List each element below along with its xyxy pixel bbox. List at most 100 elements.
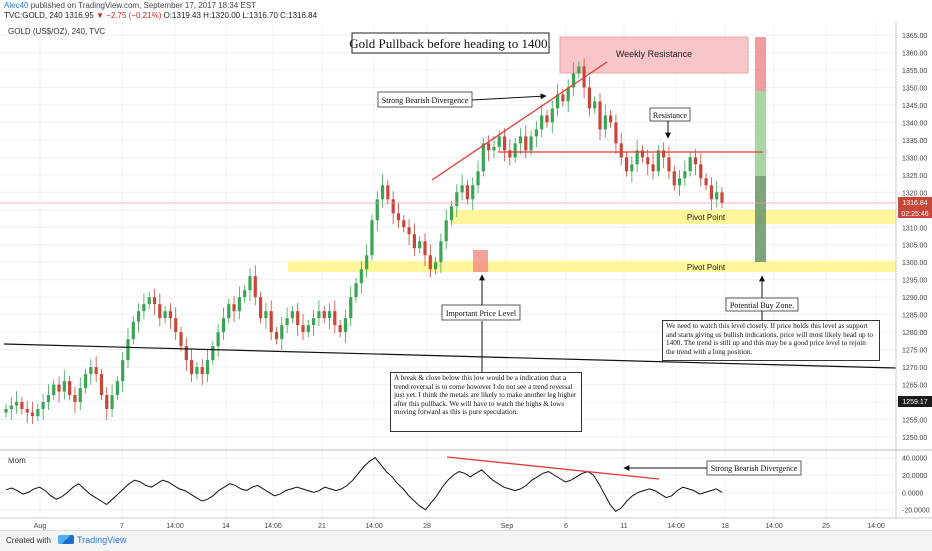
price-axis[interactable]: 1250.001255.001260.001265.001270.001275.… xyxy=(902,33,927,442)
price-chart[interactable]: Weekly Resistance Pivot Point Pivot Poin… xyxy=(0,22,932,530)
candle-body xyxy=(41,402,45,410)
candle-body xyxy=(423,241,427,256)
candle-body xyxy=(571,73,576,88)
candle-body xyxy=(285,318,289,326)
weekly-resistance-label: Weekly Resistance xyxy=(616,49,692,59)
candle-body xyxy=(693,157,698,165)
mom-legend: Mom xyxy=(8,456,26,465)
price-tick-label: 1365.00 xyxy=(902,33,927,40)
candle-body xyxy=(715,192,719,200)
candle-body xyxy=(640,150,645,158)
candle-body xyxy=(428,255,432,270)
candle-body xyxy=(163,311,167,319)
candle-body xyxy=(550,108,554,123)
candle-body xyxy=(322,311,326,319)
candle-body xyxy=(545,115,549,123)
tradingview-brand: TradingView xyxy=(77,535,127,545)
long-trend-line xyxy=(3,343,897,369)
candle-body xyxy=(78,388,82,403)
candle-body xyxy=(4,409,8,413)
candle-body xyxy=(502,136,507,151)
author-link[interactable]: Alec40 xyxy=(4,1,29,10)
candle-body xyxy=(327,311,332,319)
time-tick-label: 28 xyxy=(423,523,431,530)
candle-body xyxy=(46,395,51,403)
candle-body xyxy=(227,304,231,319)
price-tick-label: 1250.00 xyxy=(902,435,927,442)
published-text: published on TradingView.com, September … xyxy=(30,1,257,10)
price-tick-label: 1355.00 xyxy=(902,68,927,75)
candle-body xyxy=(73,395,77,403)
price-tick-label: 1340.00 xyxy=(902,120,927,127)
candle-body xyxy=(439,241,443,263)
candles xyxy=(4,58,724,425)
price-tick-label: 1345.00 xyxy=(902,103,927,110)
pivot-zone-lower xyxy=(288,261,896,272)
candle-body xyxy=(115,381,119,396)
candle-body xyxy=(126,339,130,361)
time-tick-label: 18 xyxy=(721,523,729,530)
candle-body xyxy=(179,332,183,347)
position-entry-zone xyxy=(755,176,766,262)
candle-body xyxy=(136,311,141,322)
candle-body xyxy=(534,129,538,137)
divergence-arrow xyxy=(471,93,547,101)
candle-body xyxy=(683,171,687,179)
price-divergence-line xyxy=(431,61,608,181)
candle-body xyxy=(83,374,88,389)
candle-body xyxy=(651,164,655,172)
time-tick-label: 11 xyxy=(620,523,627,530)
candle-body xyxy=(672,171,676,186)
candle-body xyxy=(68,381,72,396)
candle-body xyxy=(89,367,93,375)
low-price-text: 1259.17 xyxy=(902,399,927,406)
mom-tick-label: 40.0000 xyxy=(902,456,927,463)
candle-body xyxy=(656,150,660,172)
candle-body xyxy=(487,143,491,151)
candle-body xyxy=(200,367,204,375)
candle-body xyxy=(513,143,517,158)
candle-body xyxy=(577,66,581,74)
candle-body xyxy=(709,185,713,200)
candle-body xyxy=(142,304,146,312)
candle-body xyxy=(195,367,199,375)
important-level-label: Important Price Level xyxy=(446,309,517,318)
price-tick-label: 1255.00 xyxy=(902,418,927,425)
candle-body xyxy=(449,206,454,221)
candle-body xyxy=(216,332,220,347)
candle-body xyxy=(52,384,56,396)
countdown-tag xyxy=(898,208,932,218)
candle-body xyxy=(338,325,342,333)
candle-body xyxy=(365,255,369,270)
price-tick-label: 1275.00 xyxy=(902,348,927,355)
countdown-text: 02:25:46 xyxy=(901,211,928,218)
price-tick-label: 1305.00 xyxy=(902,243,927,250)
mom-tick-label: 0.0000 xyxy=(902,490,924,497)
time-tick-label: 7 xyxy=(120,523,124,530)
candle-body xyxy=(312,318,316,326)
candle-body xyxy=(359,269,363,284)
candle-body xyxy=(184,346,188,361)
price-tick-label: 1360.00 xyxy=(902,50,927,57)
divergence-label-box xyxy=(377,91,473,108)
candle-body xyxy=(354,283,358,298)
tradingview-logo[interactable]: TradingView xyxy=(58,535,127,545)
candle-body xyxy=(624,157,629,172)
candle-body xyxy=(94,367,98,375)
ohlc-text: O:1319.43 H:1320.00 L:1316.70 C:1316.84 xyxy=(163,11,318,20)
time-axis[interactable]: Aug 7 14:00 14 14:00 21 14:00 28 Sep 6 11 14:00 18 14… xyxy=(34,523,885,530)
price-tick-label: 1270.00 xyxy=(902,365,927,372)
last-price-text: 1316.84 xyxy=(902,200,927,207)
candle-body xyxy=(524,136,528,151)
candle-body xyxy=(248,276,252,291)
candle-body xyxy=(555,94,560,109)
main-legend: GOLD (US$/OZ), 240, TVC xyxy=(8,27,105,36)
candle-body xyxy=(391,199,395,214)
price-tick-label: 1265.00 xyxy=(902,383,927,390)
candle-body xyxy=(518,136,523,144)
candle-body xyxy=(418,241,422,249)
mom-axis[interactable]: 40.0000 20.0000 0.0000 -20.0000 xyxy=(902,456,930,515)
candle-body xyxy=(614,122,618,144)
candle-body xyxy=(237,297,241,312)
pivot-label-lower: Pivot Point xyxy=(687,263,726,272)
